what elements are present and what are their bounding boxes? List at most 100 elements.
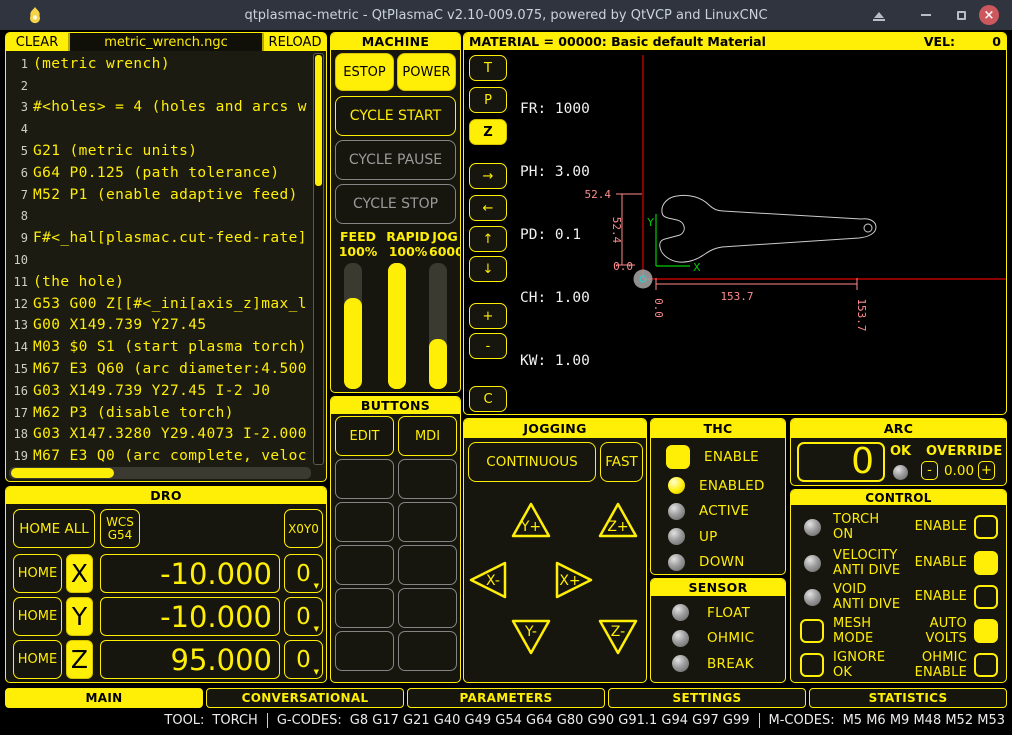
home-y-button[interactable]: HOME	[13, 597, 62, 636]
gcode-line-number: 2	[9, 79, 33, 93]
zoom-in-button[interactable]: +	[469, 303, 507, 329]
jogging-panel: JOGGING CONTINUOUS FAST Y+ Z+ X- X+ Y- Z…	[463, 418, 647, 683]
gcode-line: 9 F#<_hal[plasmac.cut-feed-rate]	[9, 227, 311, 249]
tab-statistics[interactable]: STATISTICS	[809, 688, 1007, 708]
empty-user-button[interactable]	[335, 631, 394, 671]
void-anti-dive-row: VOIDANTI DIVE ENABLE	[791, 580, 1006, 614]
void-enable-checkbox[interactable]	[974, 585, 998, 609]
empty-user-button[interactable]	[398, 545, 457, 585]
gcode-vscroll-thumb[interactable]	[315, 55, 322, 186]
gcode-line: 8	[9, 206, 311, 228]
gcode-line: 5 G21 (metric units)	[9, 140, 311, 162]
z-axis-button[interactable]: Z	[66, 640, 93, 679]
pan-right-button[interactable]: →	[469, 163, 507, 189]
stat-feed-rate: FR: 1000	[520, 99, 590, 120]
arc-panel: ARC 0 OK OVERRIDE - 0.00 +	[790, 418, 1007, 486]
auto-volts-label: AUTOVOLTS	[925, 616, 967, 647]
empty-user-button[interactable]	[398, 459, 457, 499]
jog-continuous-button[interactable]: CONTINUOUS	[468, 442, 596, 482]
jog-slider[interactable]	[429, 263, 447, 389]
tab-settings[interactable]: SETTINGS	[608, 688, 806, 708]
power-button[interactable]: POWER	[397, 53, 456, 91]
user-buttons-panel: BUTTONS EDIT MDI	[330, 396, 461, 683]
jog-fast-button[interactable]: FAST	[600, 442, 643, 482]
zoom-out-button[interactable]: -	[469, 333, 507, 359]
empty-user-button[interactable]	[398, 588, 457, 628]
preview-z-button[interactable]: Z	[469, 119, 507, 145]
machine-panel-title: MACHINE	[331, 33, 460, 50]
pan-up-button[interactable]: ↑	[469, 226, 507, 252]
empty-user-button[interactable]	[398, 502, 457, 542]
velocity-enable-checkbox[interactable]	[974, 551, 998, 575]
reload-button[interactable]: RELOAD	[264, 33, 326, 51]
y-axis-button[interactable]: Y	[66, 597, 93, 636]
cycle-start-button[interactable]: CYCLE START	[335, 96, 456, 136]
break-sensor-led	[672, 655, 689, 672]
ohmic-enable-checkbox[interactable]	[974, 653, 998, 677]
y-zero-dropdown[interactable]: 0▼	[284, 597, 323, 636]
gcode-line-number: 7	[9, 188, 33, 202]
close-icon[interactable]: ×	[979, 5, 999, 25]
minimize-icon[interactable]	[915, 7, 937, 23]
tab-parameters[interactable]: PARAMETERS	[407, 688, 605, 708]
pan-down-button[interactable]: ↓	[469, 256, 507, 282]
mcodes-label: M-CODES:	[769, 713, 835, 728]
empty-user-button[interactable]	[335, 545, 394, 585]
gcode-line-number: 10	[9, 253, 33, 267]
z-zero-dropdown[interactable]: 0▼	[284, 640, 323, 679]
gcode-listing[interactable]: 1 (metric wrench) 2 3 #<holes> = 4 (hole…	[9, 53, 311, 465]
machine-panel: MACHINE ESTOP POWER CYCLE START CYCLE PA…	[330, 32, 461, 393]
wcs-button[interactable]: WCSG54	[100, 509, 140, 548]
clear-button[interactable]: CLEAR	[6, 33, 68, 51]
home-z-button[interactable]: HOME	[13, 640, 62, 679]
gcode-horizontal-scrollbar[interactable]	[9, 467, 311, 479]
jog-x-plus-button[interactable]: X+	[553, 560, 595, 600]
jog-y-plus-button[interactable]: Y+	[510, 500, 552, 540]
gcodes-value: G8 G17 G21 G40 G49 G54 G64 G80 G90 G91.1…	[350, 713, 750, 728]
restore-icon[interactable]	[950, 7, 972, 23]
arc-override-minus-button[interactable]: -	[921, 461, 938, 480]
gcode-hscroll-thumb[interactable]	[11, 468, 114, 478]
auto-volts-checkbox[interactable]	[974, 619, 998, 643]
empty-user-button[interactable]	[335, 459, 394, 499]
ignore-ok-checkbox[interactable]	[800, 653, 824, 677]
rapid-slider[interactable]	[388, 263, 406, 389]
void-anti-dive-led	[804, 589, 821, 606]
tab-main[interactable]: MAIN	[5, 688, 203, 708]
jog-y-minus-button[interactable]: Y-	[510, 617, 552, 657]
thc-enable-checkbox[interactable]	[666, 445, 690, 469]
feed-slider[interactable]	[344, 263, 362, 389]
empty-user-button[interactable]	[335, 502, 394, 542]
gcode-line-number: 14	[9, 340, 33, 354]
statusbar: TOOL: TORCH G-CODES: G8 G17 G21 G40 G49 …	[0, 710, 1012, 730]
edit-button[interactable]: EDIT	[335, 416, 394, 456]
gcode-vertical-scrollbar[interactable]	[313, 53, 324, 465]
mesh-mode-label: MESHMODE	[833, 616, 873, 647]
torch-on-label: TORCHON	[833, 512, 879, 543]
clear-view-button[interactable]: C	[469, 386, 507, 412]
gcodes-label: G-CODES:	[277, 713, 342, 728]
x-axis-button[interactable]: X	[66, 554, 93, 593]
preview-t-button[interactable]: T	[469, 55, 507, 81]
gcode-line: 12 G53 G00 Z[[#<_ini[axis_z]max_l	[9, 293, 311, 315]
pan-left-button[interactable]: ←	[469, 195, 507, 221]
empty-user-button[interactable]	[335, 588, 394, 628]
mdi-button[interactable]: MDI	[398, 416, 457, 456]
shade-icon[interactable]	[868, 7, 890, 23]
tab-conversational[interactable]: CONVERSATIONAL	[206, 688, 404, 708]
cycle-stop-button[interactable]: CYCLE STOP	[335, 184, 456, 224]
mesh-mode-checkbox[interactable]	[800, 619, 824, 643]
empty-user-button[interactable]	[398, 631, 457, 671]
estop-button[interactable]: ESTOP	[335, 53, 394, 91]
x0y0-button[interactable]: X0Y0	[284, 509, 323, 548]
x-zero-dropdown[interactable]: 0▼	[284, 554, 323, 593]
arc-override-plus-button[interactable]: +	[978, 461, 995, 480]
jog-x-minus-button[interactable]: X-	[467, 560, 509, 600]
jog-z-minus-button[interactable]: Z-	[597, 617, 639, 657]
cycle-pause-button[interactable]: CYCLE PAUSE	[335, 140, 456, 180]
home-x-button[interactable]: HOME	[13, 554, 62, 593]
jog-z-plus-button[interactable]: Z+	[597, 500, 639, 540]
home-all-button[interactable]: HOME ALL	[13, 509, 95, 548]
preview-p-button[interactable]: P	[469, 87, 507, 113]
torch-enable-checkbox[interactable]	[974, 515, 998, 539]
